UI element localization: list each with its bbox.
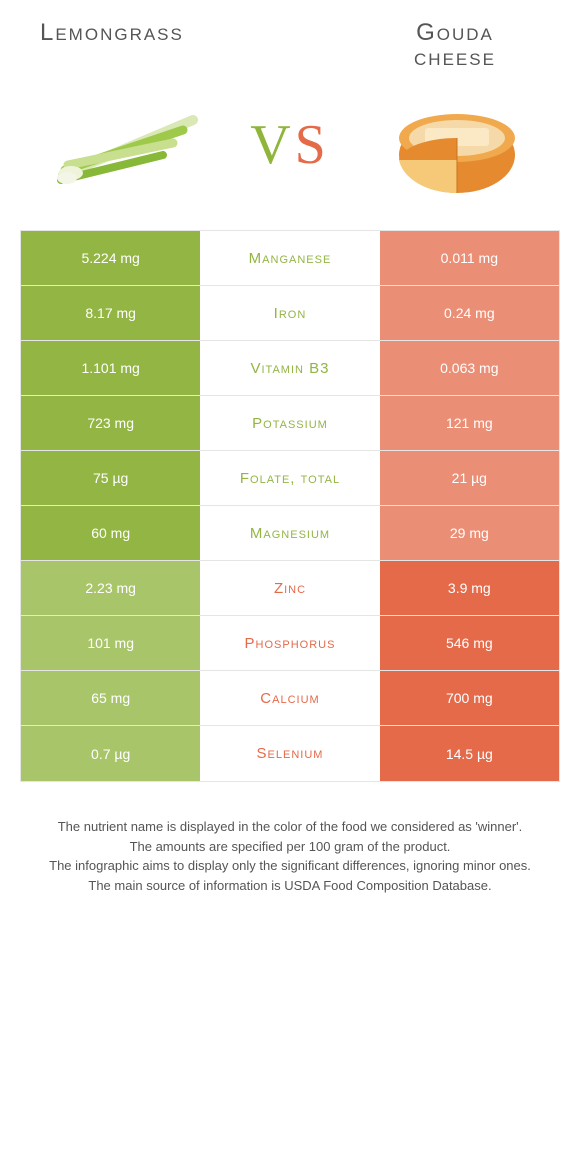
table-row: 8.17 mgIron0.24 mg: [21, 286, 559, 341]
title-gouda: Gouda cheese: [370, 20, 540, 70]
footer-notes: The nutrient name is displayed in the co…: [0, 782, 580, 935]
right-value: 546 mg: [380, 616, 559, 670]
left-value: 2.23 mg: [21, 561, 200, 615]
table-row: 723 mgPotassium121 mg: [21, 396, 559, 451]
nutrient-name: Calcium: [200, 671, 379, 725]
header: Lemongrass Gouda cheese: [0, 0, 580, 80]
vs-s: S: [295, 114, 330, 176]
nutrient-name: Folate, total: [200, 451, 379, 505]
table-row: 5.224 mgManganese0.011 mg: [21, 231, 559, 286]
nutrient-name: Zinc: [200, 561, 379, 615]
left-value: 101 mg: [21, 616, 200, 670]
nutrient-name: Selenium: [200, 726, 379, 781]
nutrient-name: Potassium: [200, 396, 379, 450]
table-row: 101 mgPhosphorus546 mg: [21, 616, 559, 671]
right-value: 0.011 mg: [380, 231, 559, 285]
gouda-image: [377, 90, 527, 200]
right-value: 700 mg: [380, 671, 559, 725]
table-row: 75 µgFolate, total21 µg: [21, 451, 559, 506]
table-row: 1.101 mgVitamin B30.063 mg: [21, 341, 559, 396]
footer-line-3: The infographic aims to display only the…: [30, 856, 550, 876]
right-value: 3.9 mg: [380, 561, 559, 615]
nutrient-name: Iron: [200, 286, 379, 340]
nutrient-name: Manganese: [200, 231, 379, 285]
title-gouda-line2: cheese: [414, 44, 496, 71]
left-value: 60 mg: [21, 506, 200, 560]
left-value: 75 µg: [21, 451, 200, 505]
nutrient-table: 5.224 mgManganese0.011 mg8.17 mgIron0.24…: [20, 230, 560, 782]
left-value: 1.101 mg: [21, 341, 200, 395]
table-row: 60 mgMagnesium29 mg: [21, 506, 559, 561]
title-lemongrass: Lemongrass: [40, 20, 184, 45]
left-value: 5.224 mg: [21, 231, 200, 285]
right-value: 29 mg: [380, 506, 559, 560]
left-value: 8.17 mg: [21, 286, 200, 340]
footer-line-4: The main source of information is USDA F…: [30, 876, 550, 896]
footer-line-1: The nutrient name is displayed in the co…: [30, 817, 550, 837]
footer-line-2: The amounts are specified per 100 gram o…: [30, 837, 550, 857]
lemongrass-image: [53, 90, 203, 200]
left-value: 723 mg: [21, 396, 200, 450]
nutrient-name: Phosphorus: [200, 616, 379, 670]
table-row: 0.7 µgSelenium14.5 µg: [21, 726, 559, 781]
left-value: 0.7 µg: [21, 726, 200, 781]
right-value: 0.063 mg: [380, 341, 559, 395]
vs-v: V: [250, 114, 294, 176]
table-row: 65 mgCalcium700 mg: [21, 671, 559, 726]
hero-row: VS: [0, 80, 580, 230]
right-value: 14.5 µg: [380, 726, 559, 781]
left-value: 65 mg: [21, 671, 200, 725]
right-value: 21 µg: [380, 451, 559, 505]
table-row: 2.23 mgZinc3.9 mg: [21, 561, 559, 616]
vs-label: VS: [250, 113, 330, 177]
right-value: 0.24 mg: [380, 286, 559, 340]
right-value: 121 mg: [380, 396, 559, 450]
title-gouda-line1: Gouda: [416, 19, 494, 46]
nutrient-name: Magnesium: [200, 506, 379, 560]
nutrient-name: Vitamin B3: [200, 341, 379, 395]
